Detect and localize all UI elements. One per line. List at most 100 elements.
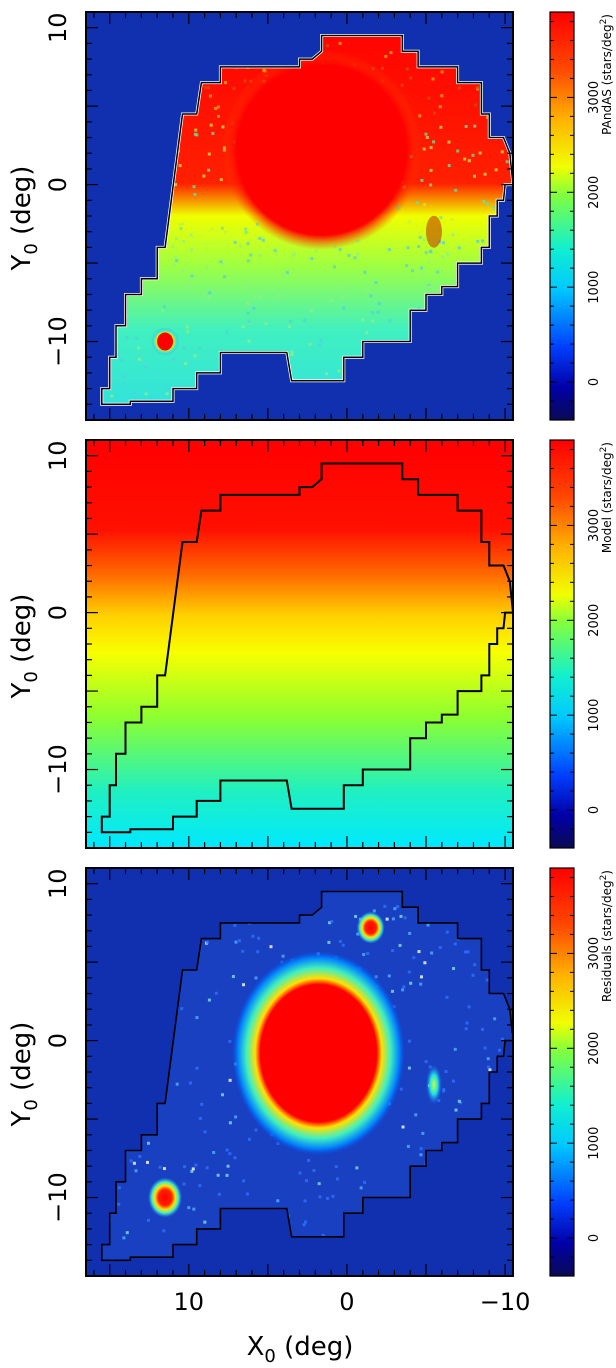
density-pixel [388, 319, 392, 323]
residual-pixel [146, 1141, 150, 1145]
residual-pixel [334, 1165, 338, 1169]
colorbar [549, 439, 575, 849]
density-pixel [223, 230, 227, 234]
residual-pixel [453, 942, 457, 946]
density-pixel [123, 382, 127, 386]
density-pixel [244, 284, 248, 288]
density-pixel [411, 269, 415, 273]
density-pixel [310, 257, 314, 261]
density-pixel [408, 220, 412, 224]
density-pixel [133, 390, 137, 394]
residual-pixel [254, 1128, 258, 1132]
density-pixel [405, 67, 409, 71]
density-pixel [244, 227, 248, 231]
density-pixel [427, 260, 431, 264]
density-pixel [290, 350, 294, 354]
density-pixel [454, 188, 458, 192]
residual-pixel [187, 1206, 191, 1210]
density-pixel [219, 260, 223, 264]
density-pixel [400, 83, 404, 87]
density-pixel [417, 244, 421, 248]
density-pixel [473, 124, 477, 128]
residual-pixel [407, 1039, 411, 1043]
residual-pixel [408, 931, 412, 935]
colorbar-tick-label: 3000 [587, 937, 602, 970]
density-pixel [258, 236, 262, 240]
density-pixel [420, 271, 424, 275]
residual-pixel [220, 1093, 224, 1097]
density-pixel [424, 132, 428, 136]
y-axis-title: Y0 (deg) [7, 1022, 42, 1128]
density-pixel [376, 310, 380, 314]
residual-pixel [473, 963, 477, 967]
density-pixel [337, 369, 341, 373]
residual-pixel [399, 1087, 403, 1091]
residual-pixel [247, 1137, 251, 1141]
density-pixel [244, 231, 248, 235]
density-pixel [182, 346, 186, 350]
density-pixel [172, 357, 176, 361]
residual-pixel [269, 945, 273, 949]
residual-pixel [129, 1159, 133, 1163]
density-pixel [216, 105, 220, 109]
residual-pixel [391, 949, 395, 953]
residual-pixel [387, 974, 391, 978]
density-pixel [458, 86, 462, 90]
residual-pixel [228, 1078, 232, 1082]
density-pixel [190, 274, 194, 278]
density-pixel [381, 66, 385, 70]
density-pixel [246, 242, 250, 246]
residual-pixel [412, 956, 416, 960]
density-pixel [319, 338, 323, 342]
residual-pixel [362, 953, 366, 957]
density-pixel [241, 325, 245, 329]
density-pixel [137, 357, 141, 361]
residual-pixel [303, 1220, 307, 1224]
density-pixel [220, 226, 224, 230]
and-ii-residual [356, 911, 385, 944]
density-pixel [192, 185, 196, 189]
density-pixel [165, 392, 169, 396]
density-pixel [273, 248, 277, 252]
density-pixel [214, 106, 218, 110]
density-pixel [221, 125, 225, 129]
y-axis-title: Y0 (deg) [7, 166, 42, 272]
residual-pixel [464, 1027, 468, 1031]
density-pixel [500, 150, 504, 154]
density-pixel [371, 311, 375, 315]
density-pixel [134, 337, 138, 341]
residual-pixel [205, 1166, 209, 1170]
density-pixel [181, 268, 185, 272]
residual-pixel [307, 1158, 311, 1162]
density-pixel [429, 146, 433, 150]
density-pixel [365, 289, 369, 293]
residual-pixel [327, 940, 331, 944]
residual-pixel [226, 1164, 230, 1168]
y-tick-label: 10 [44, 440, 72, 471]
density-pixel [186, 330, 190, 334]
density-pixel [389, 51, 393, 55]
residual-pixel [217, 1192, 221, 1196]
y-tick-label: 0 [44, 1033, 72, 1048]
residual-pixel [212, 1150, 216, 1154]
colorbar-tick-label: 2000 [587, 604, 602, 637]
density-pixel [361, 318, 365, 322]
density-pixel [243, 79, 247, 83]
density-pixel [471, 153, 475, 157]
density-pixel [356, 252, 360, 256]
residual-pixel [183, 1165, 187, 1169]
density-pixel [492, 206, 496, 210]
density-pixel [247, 320, 251, 324]
residual-pixel [498, 1048, 502, 1052]
residual-pixel [407, 970, 411, 974]
density-pixel [223, 275, 227, 279]
density-pixel [225, 330, 229, 334]
residual-pixel [438, 946, 442, 950]
residual-pixel [396, 905, 400, 909]
pandas-map [86, 12, 513, 420]
density-pixel [209, 123, 213, 127]
density-pixel [172, 263, 176, 267]
density-pixel [246, 302, 250, 306]
density-pixel [309, 309, 313, 313]
